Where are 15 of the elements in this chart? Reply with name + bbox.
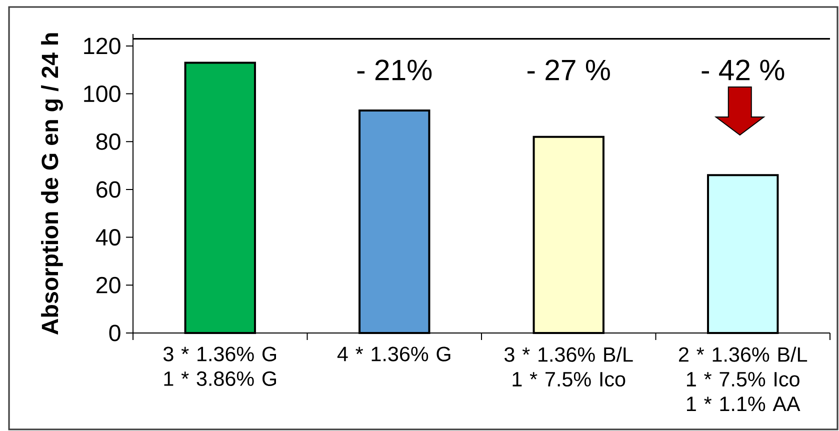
y-tick-label: 40 — [96, 229, 120, 246]
x-tick-label: 3 * 1.36% G 1 * 3.86% G — [163, 346, 276, 386]
x-tick-label: 4 * 1.36% G — [337, 346, 450, 362]
y-tick-label: 20 — [96, 276, 120, 294]
annotation: - 42 % — [702, 60, 784, 80]
y-tick-label: 120 — [84, 38, 120, 54]
y-axis-title: Absorption de G en g / 24 h — [41, 33, 63, 335]
y-tick-label: 100 — [84, 86, 120, 102]
y-tick-label: 80 — [96, 133, 120, 150]
y-tick-label: 0 — [109, 324, 120, 342]
annotation: - 21% — [357, 60, 432, 80]
x-tick-label: 2 * 1.36% B/L 1 * 7.5% Ico 1 * 1.1% AA — [679, 346, 808, 412]
x-tick-label: 3 * 1.36% B/L 1 * 7.5% Ico — [504, 346, 633, 387]
annotation: - 27 % — [528, 60, 610, 80]
y-tick-label: 60 — [96, 181, 120, 198]
